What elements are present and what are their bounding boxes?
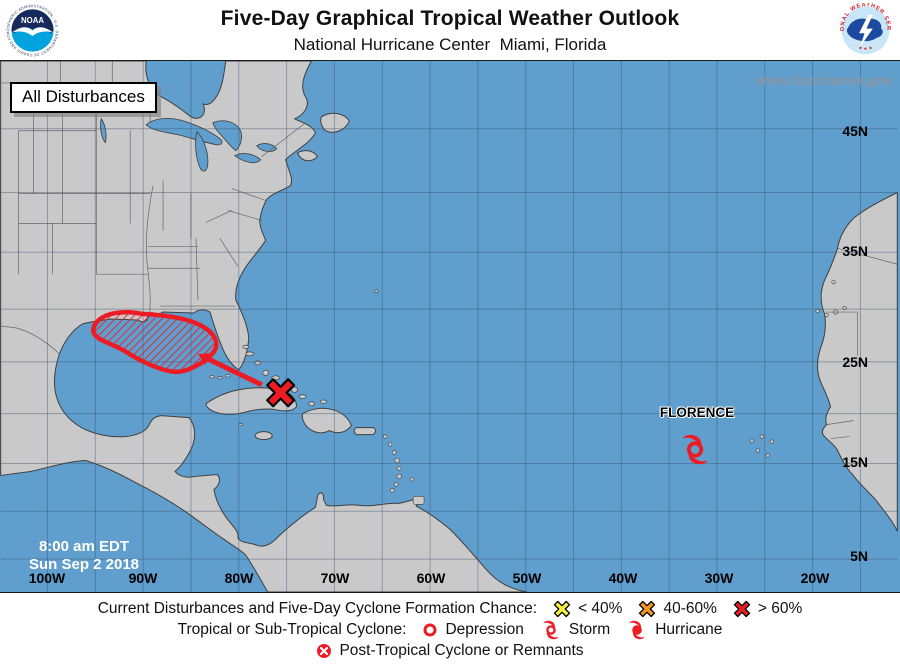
canary-islands [815,280,847,318]
legend-low-label: < 40% [578,599,623,617]
page-title: Five-Day Graphical Tropical Weather Outl… [220,7,680,30]
page-subtitle: National Hurricane Center Miami, Florida [293,35,607,54]
jamaica [254,431,273,441]
hurricane-icon [629,620,646,639]
legend-item-low: < 40% [553,600,622,618]
all-disturbances-label: All Disturbances [10,82,157,113]
legend-row-post-tropical: Post-Tropical Cyclone or Remnants [0,642,900,660]
lakes [100,117,278,172]
legend-hurricane-label: Hurricane [655,620,723,638]
motion-arrow [198,353,263,388]
legend: Current Disturbances and Five-Day Cyclon… [0,594,900,665]
puerto-rico [353,427,377,436]
noaa-logo-icon: NOAA NATIONAL OCEANIC AND ATMOSPHERIC AD… [5,3,60,58]
cape-verde-islands [749,434,774,458]
tropical-storm-icon-florence [682,434,708,465]
depression-icon [423,623,437,636]
nova-scotia [297,150,318,162]
disturbance-x-marker [266,378,296,408]
timestamp-date: Sun Sep 2 2018 [28,556,140,573]
noaa-wordmark: NOAA [21,16,44,25]
legend-item-storm: Storm [540,619,610,641]
legend-depression-label: Depression [445,620,524,638]
legend-row-formation-chance: Current Disturbances and Five-Day Cyclon… [0,600,900,618]
legend-post-tropical-label: Post-Tropical Cyclone or Remnants [339,641,584,659]
x-medium-icon [639,600,656,617]
svg-text:★ ★ ★: ★ ★ ★ [858,45,874,51]
florida-keys [209,374,231,380]
lesser-antilles [238,289,425,505]
legend-formation-label: Current Disturbances and Five-Day Cyclon… [97,599,538,617]
outlook-map: All Disturbances www.hurricanes.gov 45N … [0,60,900,593]
timestamp: 8:00 am EDT Sun Sep 2 2018 [8,538,160,574]
legend-item-hurricane: Hurricane [626,619,722,641]
legend-storm-label: Storm [568,620,611,638]
storm-icon [543,620,559,639]
legend-cyclone-label: Tropical or Sub-Tropical Cyclone: [177,620,407,638]
timestamp-time: 8:00 am EDT [38,538,130,555]
legend-high-label: > 60% [757,599,803,617]
nws-logo-icon: NATIONAL WEATHER SERVICE ★ ★ ★ [838,3,892,57]
legend-item-depression: Depression [422,620,524,639]
map-graphic [0,61,898,592]
watermark: www.hurricanes.gov [755,72,892,88]
legend-item-post-tropical: Post-Tropical Cyclone or Remnants [316,641,584,660]
newfoundland [320,112,350,133]
post-tropical-icon [317,643,332,658]
legend-row-cyclone-types: Tropical or Sub-Tropical Cyclone: Depres… [0,619,900,641]
hatched-formation-area [91,309,219,375]
legend-item-high: > 60% [733,600,802,618]
hispaniola [301,407,352,434]
legend-item-medium: 40-60% [638,599,717,618]
x-high-icon [733,600,751,617]
app-header: NOAA NATIONAL OCEANIC AND ATMOSPHERIC AD… [0,0,900,60]
legend-medium-label: 40-60% [663,599,717,617]
x-low-icon [553,600,571,617]
africa [817,192,898,532]
nws-stars: ★ ★ ★ [858,45,874,51]
